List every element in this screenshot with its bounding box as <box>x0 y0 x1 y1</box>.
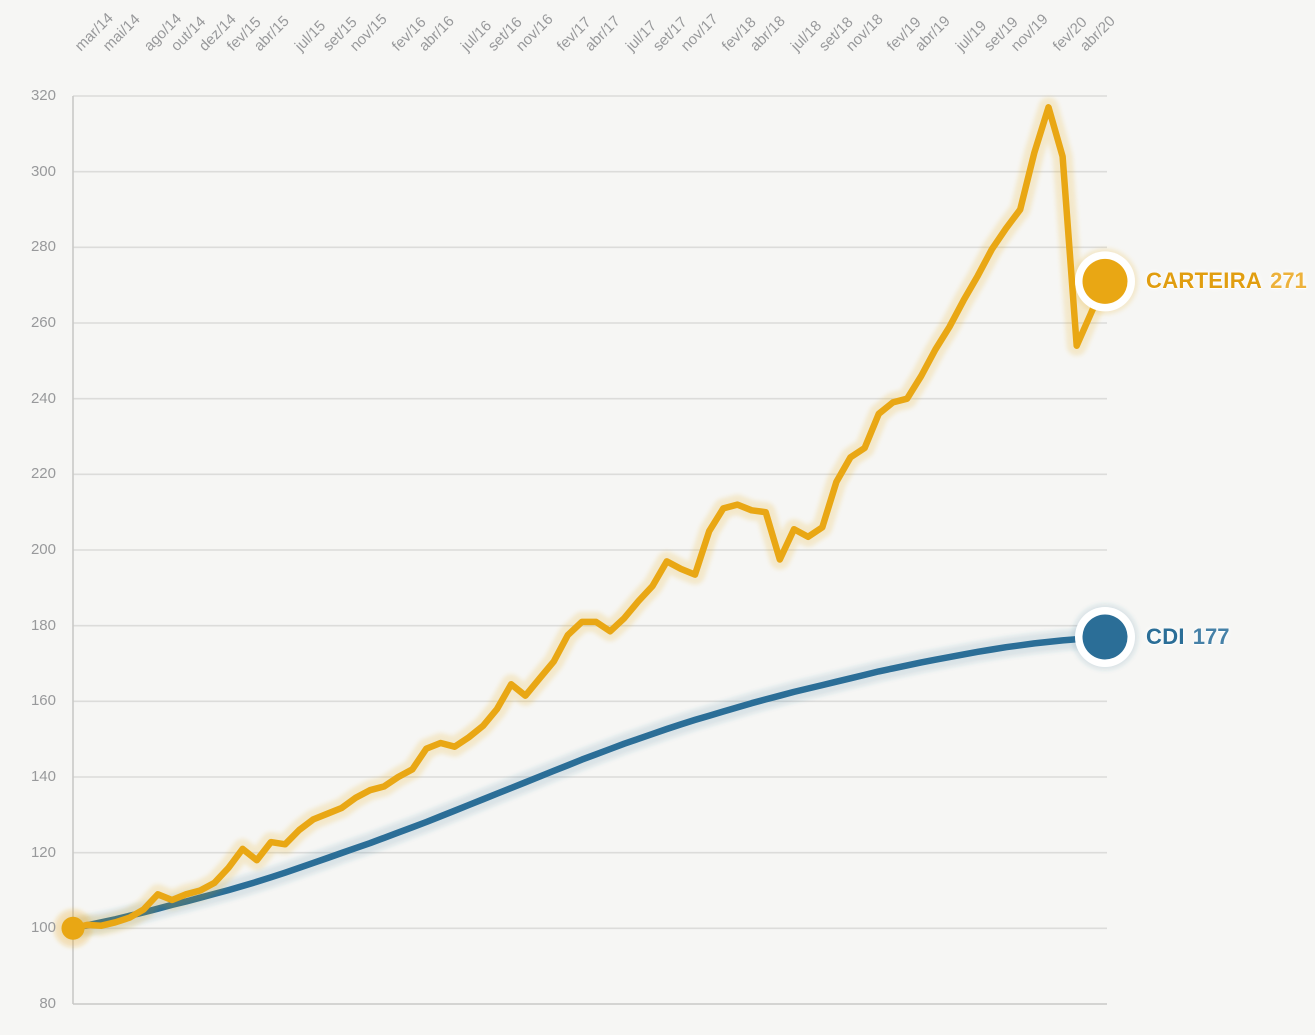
carteira-series-value: 271 <box>1270 268 1307 294</box>
y-axis-label: 200 <box>30 541 56 558</box>
x-axis-label: jul/17 <box>622 17 660 55</box>
x-axis-label: nov/16 <box>512 10 557 55</box>
y-axis: 320 300 280 260 240 220 200 180 160 140 120 100 80 <box>0 0 60 1035</box>
y-axis-label: 240 <box>30 389 56 407</box>
cdi-series-line <box>69 633 1109 932</box>
cdi-series-value: 177 <box>1192 624 1230 649</box>
carteira-series-name: CARTEIRA <box>1146 268 1263 294</box>
y-axis-label: 280 <box>30 238 56 256</box>
cdi-end-marker <box>1082 614 1128 660</box>
x-axis-label: jul/18 <box>787 17 826 55</box>
y-axis-label: 320 <box>30 87 56 104</box>
start-marker <box>61 916 85 940</box>
y-axis-label: 100 <box>30 919 56 937</box>
x-axis: mar/14 mai/14 ago/14 out/14 dez/14 fev/15 abr/… <box>0 0 1315 60</box>
y-axis-label: 160 <box>30 692 56 710</box>
x-axis-label: nov/17 <box>677 10 722 55</box>
cdi-end-label: CDI 177 <box>1146 622 1230 652</box>
y-axis-label: 140 <box>30 768 56 785</box>
x-axis-label: nov/18 <box>842 10 887 55</box>
x-axis-label: jul/19 <box>952 17 991 55</box>
y-axis-label: 220 <box>30 465 56 483</box>
carteira-series-halo <box>63 97 1115 939</box>
x-axis-label: jul/15 <box>291 17 330 55</box>
carteira-end-label: CARTEIRA 271 <box>1146 266 1307 296</box>
y-axis-label: 180 <box>30 616 56 634</box>
y-axis-label: 120 <box>30 843 56 861</box>
y-axis-label: 80 <box>39 995 56 1012</box>
carteira-end-marker <box>1082 258 1128 304</box>
y-axis-label: 300 <box>30 162 56 180</box>
x-axis-label: nov/15 <box>347 10 391 55</box>
x-axis-label: jul/16 <box>457 17 495 55</box>
y-axis-label: 260 <box>30 314 56 331</box>
carteira-series-line <box>69 104 1109 932</box>
x-axis-label: nov/19 <box>1008 10 1052 55</box>
cdi-series-halo <box>63 627 1115 939</box>
cdi-series-name: CDI <box>1146 624 1185 649</box>
